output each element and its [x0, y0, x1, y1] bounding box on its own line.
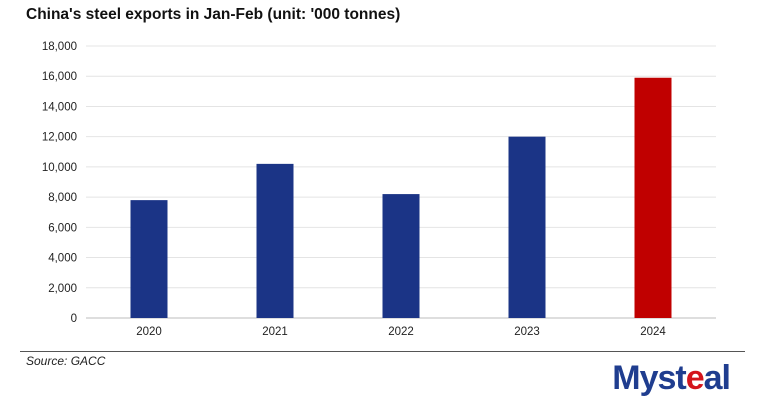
- x-tick-label: 2020: [136, 326, 162, 338]
- logo-text-main: Myst: [612, 359, 686, 397]
- y-tick-label: 14,000: [42, 101, 77, 113]
- logo-text-accent: e: [685, 359, 705, 397]
- y-tick-label: 16,000: [42, 71, 77, 83]
- y-tick-label: 10,000: [42, 162, 77, 174]
- bar-2020: [130, 200, 168, 318]
- y-tick-label: 4,000: [48, 253, 77, 265]
- y-tick-label: 8,000: [48, 192, 77, 204]
- x-tick-label: 2024: [640, 326, 666, 338]
- logo-text-rest: al: [703, 359, 731, 397]
- source-note: Source: GACC: [26, 354, 106, 368]
- x-tick-label: 2022: [388, 326, 414, 338]
- chart-title: China's steel exports in Jan-Feb (unit: …: [26, 6, 401, 23]
- y-tick-label: 2,000: [48, 283, 77, 295]
- bar-2022: [382, 194, 420, 318]
- y-tick-label: 12,000: [42, 132, 77, 144]
- y-tick-label: 18,000: [42, 41, 77, 53]
- y-tick-label: 0: [71, 313, 77, 325]
- bar-2021: [256, 163, 294, 318]
- y-tick-label: 6,000: [48, 222, 77, 234]
- x-tick-label: 2021: [262, 326, 288, 338]
- mysteel-logo: Mysteal: [612, 359, 731, 397]
- source-divider: [20, 351, 745, 352]
- bar-2024: [634, 77, 672, 318]
- x-tick-label: 2023: [514, 326, 540, 338]
- bar-2023: [508, 136, 546, 318]
